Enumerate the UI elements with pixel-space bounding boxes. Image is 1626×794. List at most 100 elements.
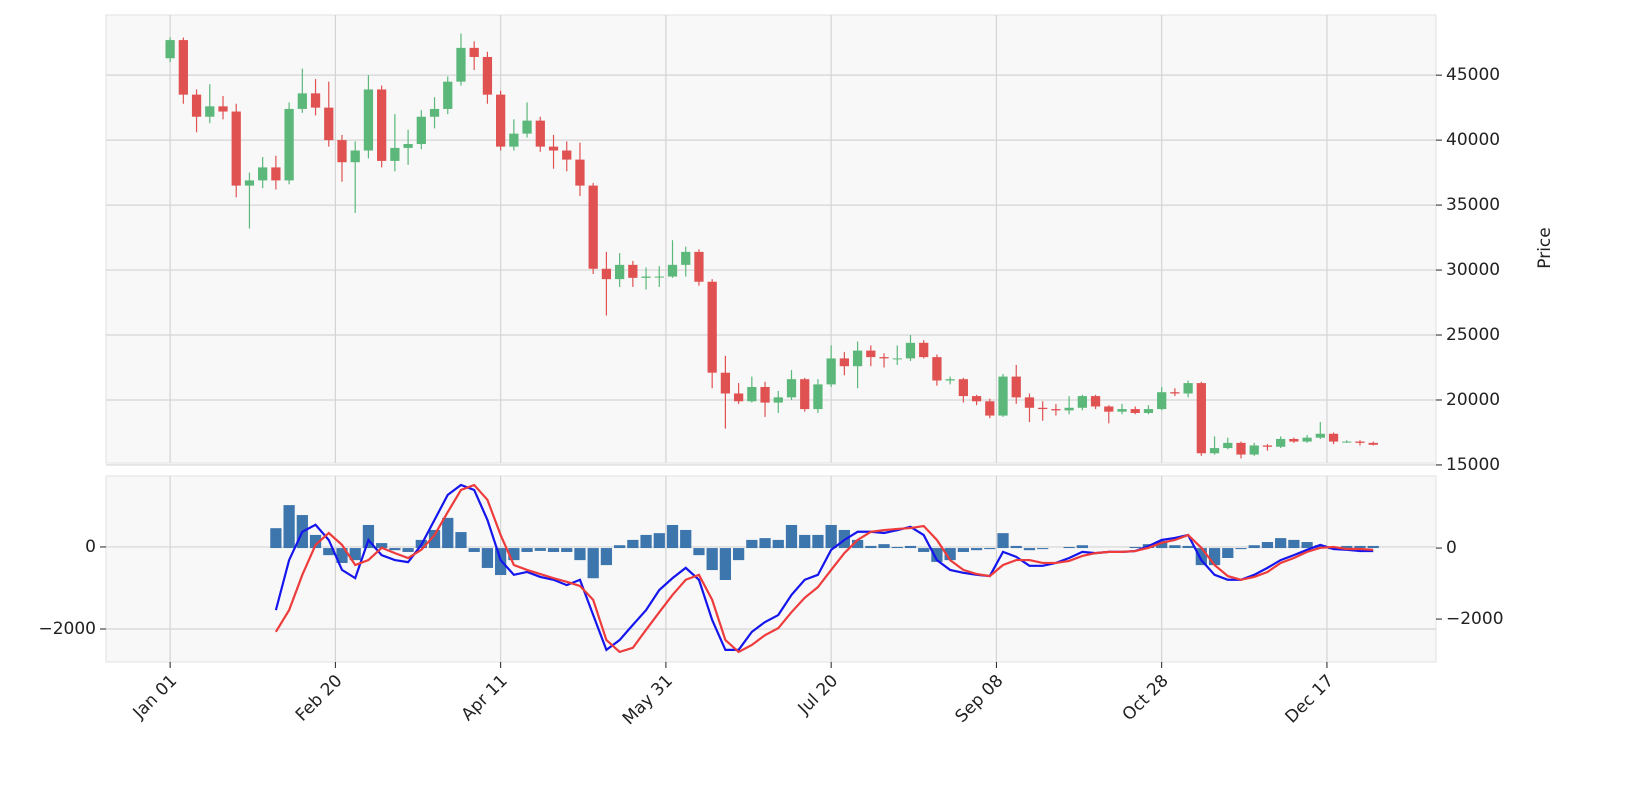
histogram-bar [547, 548, 560, 552]
candle-body [879, 357, 889, 359]
candle-body [363, 89, 374, 151]
histogram-bar [746, 539, 758, 549]
candle-body [429, 108, 440, 117]
histogram-bar [1156, 540, 1168, 549]
y-tick-label: −2000 [38, 619, 96, 639]
histogram-bar [336, 548, 348, 563]
candle-body [522, 120, 532, 134]
histogram-bar [970, 548, 983, 551]
x-tick-label: Apr 11 [458, 671, 512, 725]
histogram-bar [1248, 545, 1260, 549]
macd-line [274, 483, 1374, 652]
candle-body [284, 108, 294, 181]
candle-body [1368, 442, 1378, 445]
candle-body [191, 94, 202, 117]
histogram-bar [984, 548, 996, 550]
y-tick-label: 0 [85, 537, 96, 557]
histogram-bar [270, 528, 282, 549]
histogram-bar [455, 532, 467, 549]
histogram-bar [785, 524, 798, 549]
candle-body [1262, 445, 1273, 447]
candle-body [509, 133, 519, 147]
candle-body [601, 268, 612, 280]
candle-body [1051, 409, 1061, 411]
x-tick-label: Oct 28 [1119, 671, 1173, 725]
histogram-bar [376, 543, 388, 549]
histogram-bar [627, 539, 639, 549]
x-tick-label: Sep 08 [952, 671, 1008, 727]
histogram-bar [442, 517, 454, 549]
histogram-bar [323, 548, 335, 556]
candle-body [231, 111, 241, 186]
candle-body [800, 379, 810, 410]
candle-body [1011, 376, 1021, 398]
candle-body [1302, 437, 1312, 442]
candle-body [1170, 392, 1180, 394]
y-tick-label: 40000 [1446, 130, 1500, 150]
x-tick-label: Feb 20 [292, 671, 347, 726]
candle-body [403, 144, 413, 148]
candle-body [1342, 441, 1352, 443]
candle-body [628, 264, 638, 278]
candle-body [1117, 409, 1127, 412]
candle-body [958, 379, 968, 397]
histogram-bar [1354, 545, 1366, 549]
y-tick-label: −2000 [1446, 609, 1504, 629]
candle-body [496, 94, 506, 147]
histogram-bar [918, 548, 930, 552]
histogram-bar [362, 524, 375, 549]
candle-body [681, 251, 691, 265]
histogram-bar [468, 548, 480, 552]
candle-body [985, 401, 995, 416]
candle-body [1223, 442, 1233, 449]
histogram-bar [693, 548, 705, 556]
candle-body [205, 106, 215, 117]
candle-body [998, 376, 1008, 416]
candle-body [1077, 396, 1087, 408]
candle-body [297, 93, 307, 109]
y-tick-label: 25000 [1446, 325, 1500, 345]
y-tick-label: 20000 [1446, 390, 1500, 410]
candle-body [1143, 409, 1154, 413]
histogram-bar [1341, 545, 1353, 549]
histogram-bar [904, 545, 917, 549]
price-panel [105, 14, 1437, 464]
candle-body [258, 167, 268, 181]
candle-body [377, 89, 387, 161]
candle-body [1157, 392, 1167, 410]
x-tick-label: Jan 01 [129, 671, 182, 724]
candle-body [337, 140, 347, 163]
histogram-bar [957, 548, 969, 552]
y-axis-label: Price [1535, 227, 1555, 268]
histogram-bar [1314, 545, 1326, 549]
histogram-bar [402, 548, 414, 552]
candle-body [482, 56, 493, 95]
candle-body [178, 40, 188, 95]
candle-body [667, 264, 678, 277]
histogram-bar [1195, 548, 1207, 566]
histogram-bar [1261, 542, 1274, 549]
histogram-bar [706, 548, 718, 571]
histogram-bar [1301, 542, 1313, 549]
candle-body [892, 358, 902, 360]
candle-body [839, 358, 850, 367]
histogram-bar [812, 534, 824, 549]
candle-body [1038, 407, 1048, 410]
candle-body [1328, 433, 1339, 442]
histogram-bar [732, 548, 745, 561]
histogram-bar [1275, 538, 1287, 549]
histogram-bar [1076, 545, 1088, 549]
candle-body [310, 93, 321, 108]
histogram-bar [283, 505, 295, 549]
histogram-bar [1367, 545, 1379, 549]
histogram-bar [1182, 545, 1194, 549]
candle-body [614, 264, 625, 280]
candle-body [535, 120, 545, 147]
candle-body [786, 379, 797, 398]
candle-body [1249, 445, 1259, 455]
histogram-bar [640, 534, 652, 549]
histogram-bar [1235, 548, 1247, 550]
candle-body [1090, 396, 1101, 407]
y-tick-label: 30000 [1446, 260, 1500, 280]
histogram-bar [1129, 546, 1141, 549]
